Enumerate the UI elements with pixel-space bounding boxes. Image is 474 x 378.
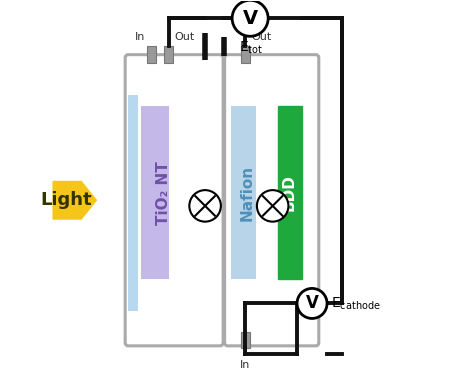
Text: V: V (243, 9, 258, 28)
Circle shape (297, 288, 327, 318)
Text: $\mathrm{E_{cathode}}$: $\mathrm{E_{cathode}}$ (331, 295, 381, 311)
Bar (164, 46, 173, 63)
Bar (241, 46, 250, 63)
Bar (147, 46, 156, 63)
Text: In: In (135, 32, 146, 42)
FancyBboxPatch shape (225, 55, 319, 346)
Text: $\mathrm{E_{tot}}$: $\mathrm{E_{tot}}$ (239, 40, 263, 56)
FancyBboxPatch shape (125, 55, 223, 346)
Bar (277, 107, 302, 279)
Circle shape (232, 0, 268, 36)
Bar (128, 95, 137, 311)
Text: Nafion: Nafion (240, 165, 255, 221)
Bar (141, 107, 170, 279)
FancyArrow shape (53, 181, 96, 219)
Text: TiO₂ NT: TiO₂ NT (156, 161, 171, 225)
Text: Out: Out (251, 32, 272, 42)
Text: Light: Light (40, 191, 92, 209)
Text: In: In (240, 360, 250, 370)
Text: V: V (306, 294, 319, 313)
Text: BDD: BDD (282, 174, 297, 211)
Bar (241, 332, 250, 349)
Circle shape (189, 190, 221, 222)
Bar (231, 107, 256, 279)
Circle shape (257, 190, 288, 222)
Text: Out: Out (175, 32, 195, 42)
